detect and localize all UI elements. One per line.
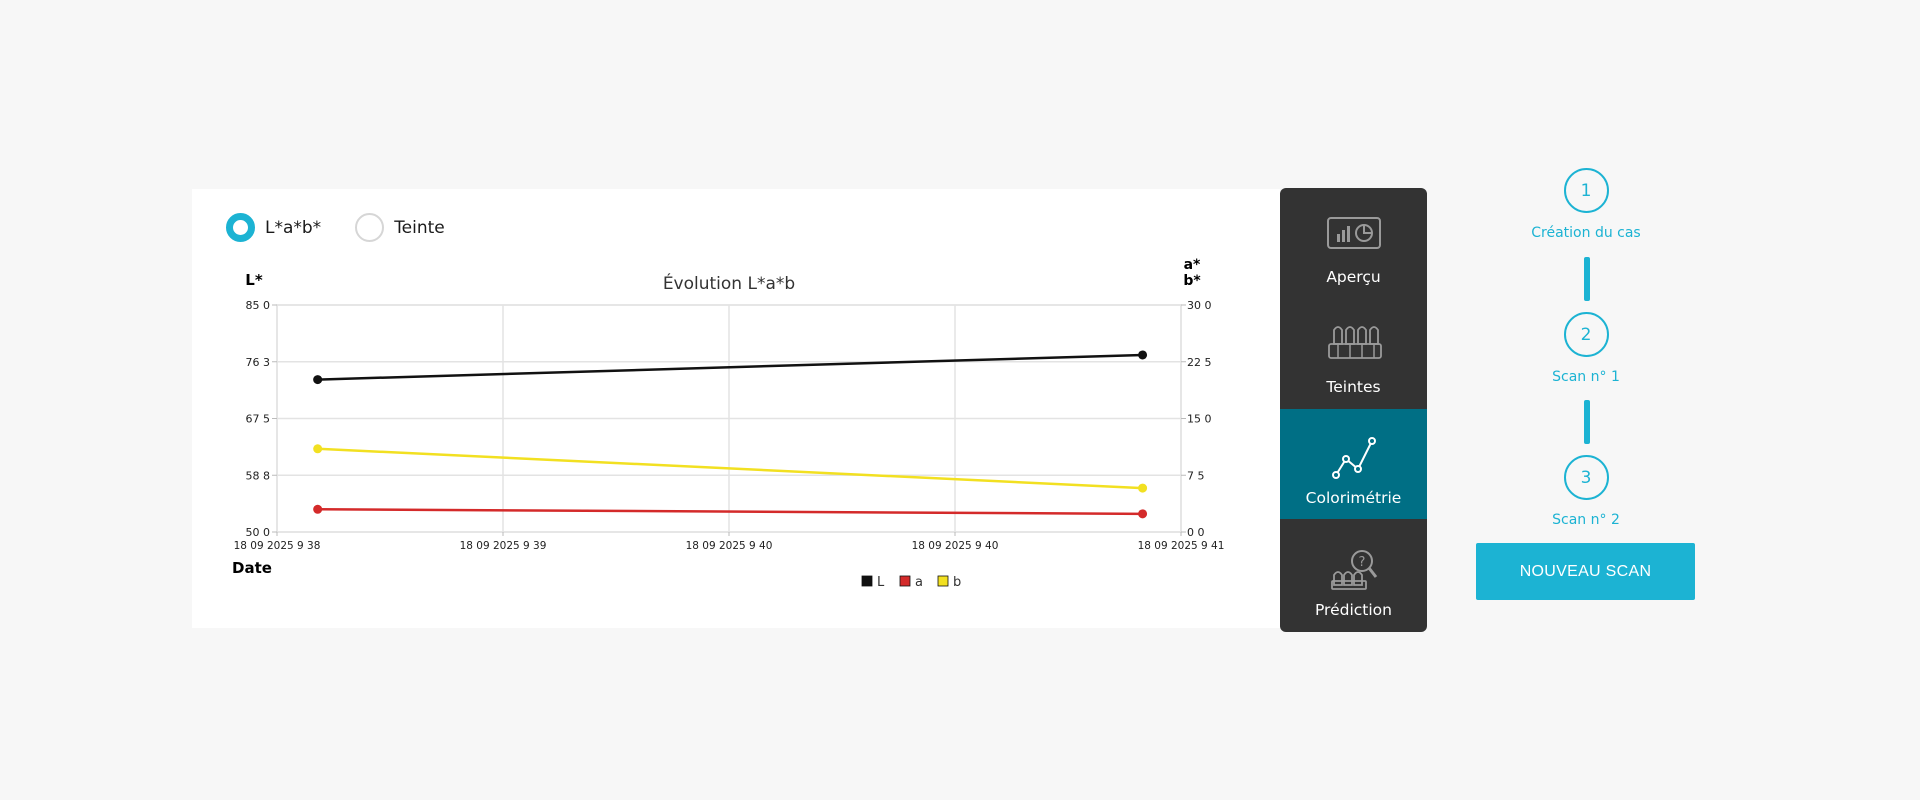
series-line-a [317,508,1143,516]
step-3: 3 Scan n° 2 [1476,455,1696,528]
shade-guide-icon [1327,326,1382,359]
colorimetry-chart: 50 0 58 8 67 5 76 3 85 0 0 0 7 5 15 0 22 5 30 0 18… [232,257,1225,590]
step-connector [1584,400,1590,444]
legend-label-L: L [877,575,885,590]
step-2-label: Scan n° 1 [1552,369,1620,385]
menu-item-teintes-label: Teintes [1326,378,1381,396]
y-right-axis-label: a* [1184,257,1201,273]
y-left-tick-label: 50 0 [246,526,271,539]
menu-item-prediction[interactable]: ? Prédiction [1280,521,1427,631]
x-tick-label: 18 09 2025 9 38 [234,540,321,552]
y-right-tick-label: 30 0 [1187,299,1212,312]
prediction-icon: ? [1330,550,1377,590]
y-right-tick-label: 7 5 [1187,469,1205,482]
y-left-tick-label: 67 5 [246,413,271,426]
chart-card: 50 0 58 8 67 5 76 3 85 0 0 0 7 5 15 0 22 5 30 0 18… [192,189,1280,628]
step-2: 2 Scan n° 1 [1476,312,1696,385]
menu-item-colorimetrie-label: Colorimétrie [1305,489,1402,507]
y-left-tick-label: 85 0 [246,299,271,312]
radio-teinte-indicator[interactable] [355,213,385,242]
x-axis-label: Date [232,559,272,577]
menu-item-prediction-label: Prédiction [1314,601,1392,619]
line-chart-icon [1331,437,1376,479]
menu-item-apercu[interactable]: Aperçu [1280,188,1427,298]
x-tick-label: 18 09 2025 9 41 [1138,540,1225,552]
legend-label-a: a [915,575,923,590]
data-point-a [1138,509,1148,519]
legend-swatch-L [861,575,873,587]
radio-teinte-label: Teinte [394,217,445,238]
x-tick-label: 18 09 2025 9 39 [460,540,547,552]
x-tick-label: 18 09 2025 9 40 [912,540,999,552]
y-left-axis-label: L* [245,271,263,289]
step-3-label: Scan n° 2 [1552,512,1620,528]
step-1: 1 Création du cas [1476,168,1696,241]
step-1-label: Création du cas [1531,225,1641,241]
radio-lab-indicator[interactable] [226,213,255,242]
data-point-a [313,504,323,514]
step-3-number: 3 [1563,455,1609,500]
legend-swatch-b [937,575,949,587]
menu-item-colorimetrie[interactable]: Colorimétrie [1280,409,1427,519]
data-point-b [1138,483,1148,493]
radio-teinte[interactable]: Teinte [355,213,445,242]
y-left-tick-label: 76 3 [246,356,271,369]
overview-icon [1326,217,1381,249]
x-tick-label: 18 09 2025 9 40 [686,540,773,552]
legend-swatch-a [899,575,911,587]
series-line-b [317,447,1143,490]
step-2-number: 2 [1563,312,1609,357]
y-right-axis-label: b* [1183,273,1201,289]
side-menu: Aperçu Teintes Colorimétrie ? Prédiction [1280,188,1427,632]
legend-label-b: b [953,575,961,590]
y-right-tick-label: 15 0 [1187,413,1212,426]
data-point-L [313,375,323,385]
menu-item-teintes[interactable]: Teintes [1280,298,1427,408]
view-toggle: L*a*b* Teinte [226,213,479,242]
svg-text:?: ? [1358,555,1365,570]
y-right-tick-label: 22 5 [1187,356,1212,369]
radio-lab-label: L*a*b* [265,217,322,238]
radio-lab[interactable]: L*a*b* [226,213,321,242]
series-line-L [317,353,1143,381]
new-scan-button[interactable]: NOUVEAU SCAN [1476,543,1695,600]
data-point-b [313,444,323,454]
y-right-tick-label: 0 0 [1187,526,1205,539]
step-connector [1584,257,1590,301]
step-1-number: 1 [1563,168,1609,213]
chart-title: Évolution L*a*b [663,272,795,294]
y-left-tick-label: 58 8 [246,469,271,482]
data-point-L [1138,350,1148,360]
menu-item-apercu-label: Aperçu [1326,268,1381,286]
